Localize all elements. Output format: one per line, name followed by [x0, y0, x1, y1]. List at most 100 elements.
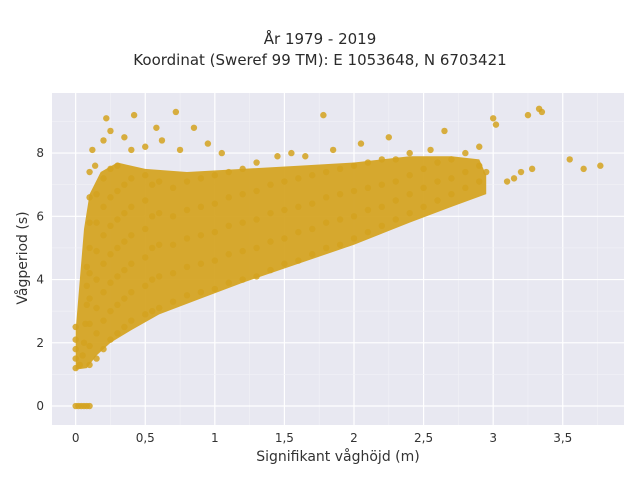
data-point [114, 330, 121, 337]
data-point [204, 140, 212, 147]
data-point [149, 307, 156, 315]
data-point [434, 178, 441, 185]
data-point [462, 168, 469, 176]
data-point [128, 203, 135, 211]
data-point [281, 260, 288, 267]
data-point [107, 127, 114, 135]
data-point [357, 140, 365, 147]
data-point [420, 165, 427, 173]
data-point [93, 190, 100, 198]
data-point [350, 235, 358, 242]
data-point [128, 175, 135, 182]
data-point [427, 146, 434, 154]
data-point [239, 190, 246, 198]
data-point [197, 232, 205, 239]
data-point [392, 216, 399, 223]
data-point [267, 181, 274, 188]
data-point [309, 251, 316, 258]
x-gridlines [75, 93, 598, 425]
data-point [281, 178, 288, 185]
data-point [253, 273, 260, 280]
data-point [309, 200, 316, 207]
data-point [107, 279, 114, 286]
y-tick-label: 8 [36, 146, 44, 160]
data-point [183, 292, 191, 299]
data-point [211, 228, 219, 236]
data-point [155, 273, 163, 280]
data-point [281, 235, 288, 242]
data-point [524, 111, 532, 119]
data-point [197, 203, 205, 211]
data-point [364, 184, 372, 192]
data-point [107, 251, 114, 258]
data-point [100, 175, 107, 182]
data-point [183, 178, 191, 185]
data-point [114, 162, 121, 169]
data-point [378, 181, 386, 188]
x-tick-label: 0 [72, 431, 80, 445]
y-tick-label: 6 [36, 209, 44, 223]
data-point [448, 156, 455, 163]
data-point [476, 178, 483, 185]
data-point [176, 146, 184, 154]
data-point [86, 168, 93, 176]
data-point [183, 235, 191, 242]
data-point [93, 276, 100, 283]
data-point [239, 247, 246, 255]
data-point [121, 134, 128, 141]
data-point [239, 165, 246, 173]
data-point [128, 260, 135, 267]
data-point [329, 146, 337, 154]
data-point [510, 175, 518, 182]
data-point [295, 228, 302, 236]
data-point [86, 194, 93, 201]
data-point [107, 165, 114, 173]
data-point [406, 190, 413, 198]
x-tick-label: 2,5 [414, 431, 433, 445]
data-point [79, 352, 86, 359]
data-point [378, 222, 386, 229]
data-point [309, 172, 316, 179]
data-point [322, 194, 330, 201]
data-point [225, 168, 232, 176]
data-point [211, 257, 219, 264]
data-point [434, 197, 441, 204]
data-point [239, 276, 246, 283]
data-point [86, 219, 93, 226]
data-point [114, 187, 121, 195]
data-point [322, 244, 330, 252]
data-point [566, 156, 573, 163]
data-point [155, 209, 163, 217]
data-point [86, 295, 93, 302]
data-point [462, 149, 469, 157]
data-point [142, 311, 149, 318]
data-point [142, 197, 149, 204]
data-point [350, 162, 358, 169]
data-point [142, 282, 149, 290]
data-point [86, 320, 93, 328]
data-point [225, 194, 232, 201]
data-point [528, 165, 536, 173]
data-point [476, 162, 483, 169]
data-point [517, 168, 525, 176]
data-point [114, 216, 121, 223]
data-point [253, 159, 260, 166]
data-point [281, 206, 288, 214]
data-point [197, 289, 205, 296]
data-point [169, 298, 177, 305]
data-point [86, 402, 93, 410]
data-point [72, 345, 79, 353]
data-point [169, 241, 177, 248]
x-axis-label: Signifikant våghöjd (m) [256, 448, 419, 465]
data-point [406, 149, 413, 157]
data-point [253, 187, 260, 195]
data-point [93, 247, 100, 255]
x-axis-ticks: 0 0,5 1 1,5 2 2,5 3 3,5 [72, 431, 572, 445]
data-point [100, 289, 107, 296]
data-point [169, 270, 177, 277]
data-point [239, 219, 246, 226]
x-tick-label: 2 [350, 431, 358, 445]
data-point [100, 203, 107, 211]
data-point [492, 121, 500, 128]
